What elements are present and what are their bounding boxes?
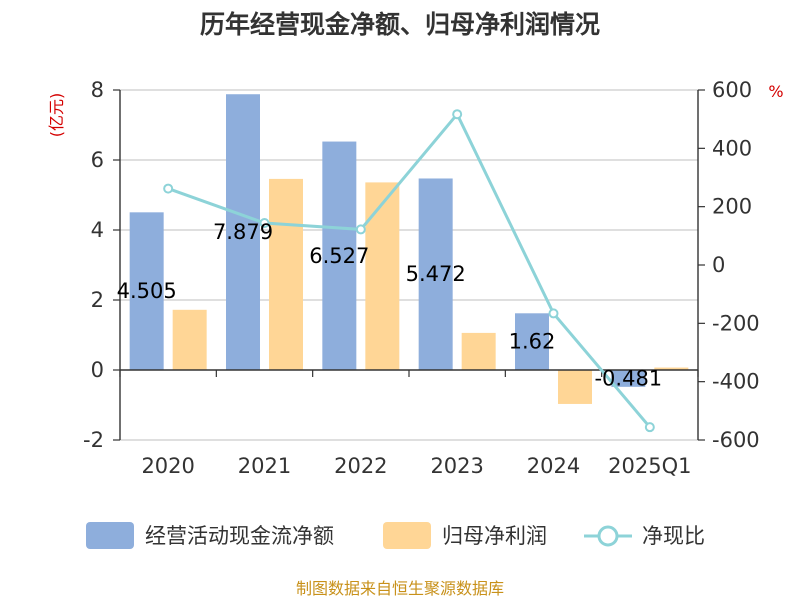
ratio-line — [167, 111, 651, 429]
bar-netprofit — [269, 178, 303, 370]
bar-cashflow — [611, 370, 646, 387]
x-axis-tick-label: 2023 — [430, 454, 483, 478]
data-label-cashflow: -0.481 — [594, 366, 662, 390]
right-axis-tick-label: -400 — [712, 370, 760, 394]
ratio-point — [644, 422, 655, 433]
left-axis-tick-label: 4 — [91, 218, 104, 242]
bar-cashflow — [322, 141, 357, 370]
right-axis-tick-label: -600 — [712, 428, 760, 452]
data-label-cashflow: 6.527 — [309, 244, 369, 268]
ratio-point — [355, 224, 366, 235]
bar-cashflow — [418, 178, 453, 370]
x-axis-tick-label: 2020 — [141, 454, 194, 478]
chart-title: 历年经营现金净额、归母净利润情况 — [200, 10, 600, 39]
bar-netprofit — [172, 309, 207, 370]
data-label-cashflow: 4.505 — [117, 279, 177, 303]
bar-cashflow — [226, 94, 260, 371]
legend-swatch-ratio-marker — [597, 525, 619, 547]
x-axis-tick-label: 2021 — [238, 454, 291, 478]
legend: 经营活动现金流净额 归母净利润 净现比 — [86, 522, 705, 549]
legend-swatch-cashflow — [86, 522, 134, 549]
right-axis-tick-label: 0 — [712, 253, 725, 277]
bar-netprofit — [461, 332, 496, 370]
left-axis-tick-label: 8 — [91, 78, 104, 102]
data-label-cashflow: 5.472 — [406, 262, 466, 286]
data-source: 制图数据来自恒生聚源数据库 — [296, 579, 504, 598]
legend-label-netprofit: 归母净利润 — [442, 524, 547, 548]
data-labels-layer: 4.505 7.879 6.527 5.472 1.62 -0.481 — [117, 220, 663, 390]
ratio-point — [259, 218, 270, 228]
right-axis-unit: % — [768, 82, 783, 101]
right-axis-tick-label: -200 — [712, 311, 760, 335]
x-axis-tick-label: 2024 — [527, 454, 580, 478]
left-axis-tick-label: 6 — [91, 148, 104, 172]
ratio-point — [548, 308, 559, 319]
bar-netprofit — [365, 182, 400, 370]
axes-layer: -2 0 2 4 6 8 -600 -400 -200 0 200 400 600 2020 2021 202… — [83, 78, 760, 478]
ratio-point — [452, 109, 463, 120]
bar-netprofit — [558, 370, 592, 404]
gridlines — [120, 89, 698, 441]
x-axis-tick-label: 2022 — [334, 454, 387, 478]
legend-swatch-netprofit — [383, 522, 431, 549]
bar-cashflow — [129, 212, 164, 370]
right-axis-tick-label: 400 — [712, 136, 752, 160]
bar-netprofit — [654, 367, 689, 370]
bars-layer — [129, 94, 689, 404]
legend-label-cashflow: 经营活动现金流净额 — [145, 524, 334, 548]
data-label-cashflow: 7.879 — [213, 220, 273, 244]
data-label-cashflow: 1.62 — [509, 330, 556, 354]
left-axis-tick-label: 2 — [91, 288, 104, 312]
ratio-point — [163, 183, 174, 194]
right-axis-tick-label: 200 — [712, 195, 752, 219]
left-axis-tick-label: -2 — [83, 428, 104, 452]
legend-label-ratio: 净现比 — [642, 524, 705, 548]
right-axis-tick-label: 600 — [712, 78, 752, 102]
bar-cashflow — [515, 313, 549, 370]
line-layer — [163, 109, 655, 433]
left-axis-unit: (亿元) — [47, 93, 66, 138]
left-axis-tick-label: 0 — [91, 358, 104, 382]
x-axis-tick-label: 2025Q1 — [608, 454, 691, 478]
